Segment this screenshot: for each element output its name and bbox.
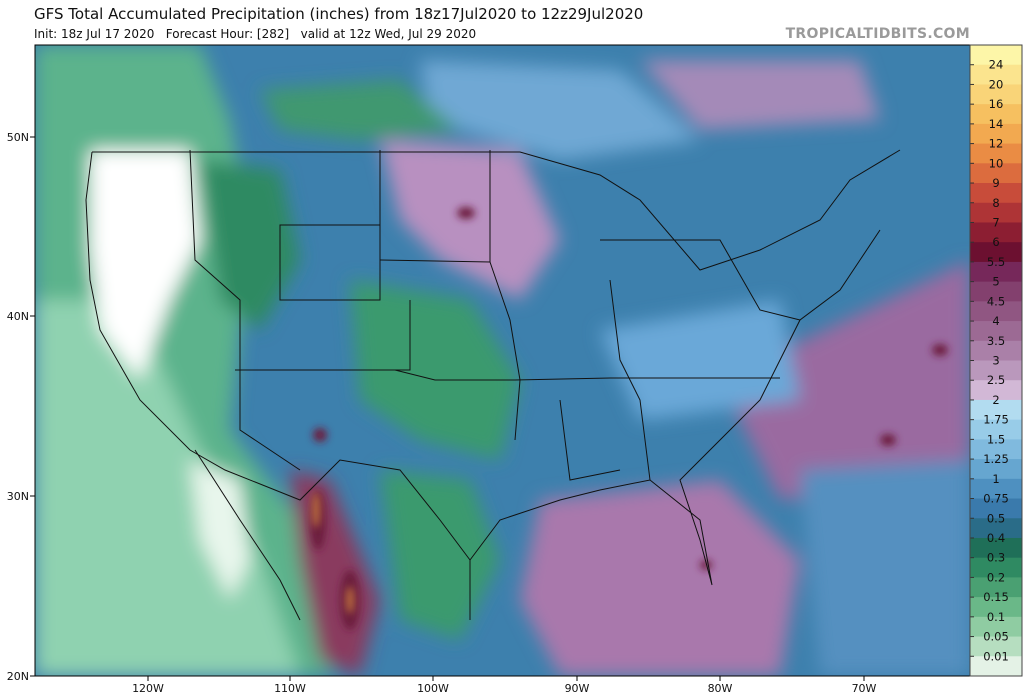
colorbar-label: 5.5 xyxy=(987,255,1005,269)
title: GFS Total Accumulated Precipitation (inc… xyxy=(34,5,643,23)
colorbar-label: 0.5 xyxy=(987,511,1005,525)
colorbar-label: 8 xyxy=(992,196,999,210)
colorbar-label: 4 xyxy=(992,314,999,328)
colorbar-swatch xyxy=(970,557,1022,578)
colorbar-swatch xyxy=(970,222,1022,243)
colorbar-label: 20 xyxy=(989,77,1004,91)
colorbar-frame xyxy=(969,44,1023,677)
colorbar-label: 0.05 xyxy=(983,630,1009,644)
colorbar-swatch xyxy=(970,498,1022,519)
lon-label: 120W xyxy=(132,682,164,695)
colorbar-swatch xyxy=(970,577,1022,598)
lon-label: 100W xyxy=(417,682,449,695)
colorbar-label: 2.5 xyxy=(987,373,1005,387)
colorbar-label: 24 xyxy=(989,58,1004,72)
lat-label: 50N xyxy=(7,131,29,144)
colorbar-swatch xyxy=(970,261,1022,283)
colorbar-swatch xyxy=(970,242,1022,263)
colorbar-swatch xyxy=(970,537,1022,559)
colorbar-label: 0.3 xyxy=(987,551,1005,565)
colorbar-label: 0.01 xyxy=(983,649,1009,663)
subtitle: Init: 18z Jul 17 2020 Forecast Hour: [28… xyxy=(34,27,476,41)
colorbar-label: 16 xyxy=(989,97,1004,111)
colorbar-label: 10 xyxy=(989,156,1004,170)
colorbar-swatch xyxy=(970,419,1022,440)
colorbar-label: 0.2 xyxy=(987,570,1005,584)
colorbar-label: 7 xyxy=(992,215,999,229)
colorbar-label: 0.1 xyxy=(987,610,1005,624)
colorbar-swatch xyxy=(970,636,1022,657)
axes: 50N 40N 30N 20N 120W 110W 100W 90W 80W 70W xyxy=(7,131,877,695)
colorbar-swatch xyxy=(970,616,1022,638)
colorbar-swatch xyxy=(970,380,1022,401)
colorbar-swatch xyxy=(970,597,1022,618)
colorbar-label: 2 xyxy=(992,393,999,407)
lat-label: 30N xyxy=(7,490,29,503)
colorbar-swatch xyxy=(970,321,1022,342)
lat-label: 40N xyxy=(7,310,29,323)
colorbar-label: 1 xyxy=(992,472,999,486)
colorbar-label: 12 xyxy=(989,137,1004,151)
lon-label: 70W xyxy=(852,682,877,695)
colorbar-label: 0.75 xyxy=(983,492,1009,506)
colorbar-swatch xyxy=(970,202,1022,223)
colorbar-label: 3.5 xyxy=(987,334,1005,348)
colorbar-swatch xyxy=(970,104,1022,125)
colorbar-swatch xyxy=(970,281,1022,302)
colorbar-label: 6 xyxy=(992,235,999,249)
lon-label: 90W xyxy=(565,682,590,695)
colorbar-label: 1.25 xyxy=(983,452,1009,466)
colorbar-swatch xyxy=(970,478,1022,500)
colorbar-swatch xyxy=(970,459,1022,480)
watermark: TROPICALTIDBITS.COM xyxy=(786,26,970,42)
precip-map xyxy=(35,45,970,676)
colorbar-swatch xyxy=(970,301,1022,322)
colorbar-label: 1.5 xyxy=(987,432,1005,446)
colorbar-label: 0.15 xyxy=(983,590,1009,604)
colorbar-swatch xyxy=(970,64,1022,85)
lon-label: 80W xyxy=(708,682,733,695)
colorbar-swatch xyxy=(970,143,1022,164)
colorbar-label: 0.4 xyxy=(987,531,1005,545)
colorbar-swatch xyxy=(970,123,1022,145)
colorbar-swatch xyxy=(970,518,1022,539)
colorbar: 24 20 16 14 12 10 9 8 7 6 5.5 5 4.5 4 3.5 3 2.5 2 1.75 1.5 1… xyxy=(969,44,1023,677)
colorbar-swatch xyxy=(970,45,1022,66)
colorbar-swatch xyxy=(970,360,1022,381)
colorbar-swatch xyxy=(970,340,1022,361)
colorbar-swatch xyxy=(970,163,1022,184)
colorbar-swatch xyxy=(970,84,1022,105)
colorbar-swatch xyxy=(970,439,1022,460)
lat-label: 20N xyxy=(7,670,29,683)
colorbar-label: 1.75 xyxy=(983,413,1009,427)
colorbar-swatch xyxy=(970,399,1022,421)
colorbar-label: 4.5 xyxy=(987,294,1005,308)
lon-label: 110W xyxy=(274,682,306,695)
colorbar-label: 3 xyxy=(992,354,999,368)
colorbar-swatch xyxy=(970,656,1022,677)
colorbar-label: 5 xyxy=(992,275,999,289)
colorbar-swatch xyxy=(970,183,1022,204)
colorbar-label: 14 xyxy=(989,117,1004,131)
colorbar-label: 9 xyxy=(992,176,999,190)
